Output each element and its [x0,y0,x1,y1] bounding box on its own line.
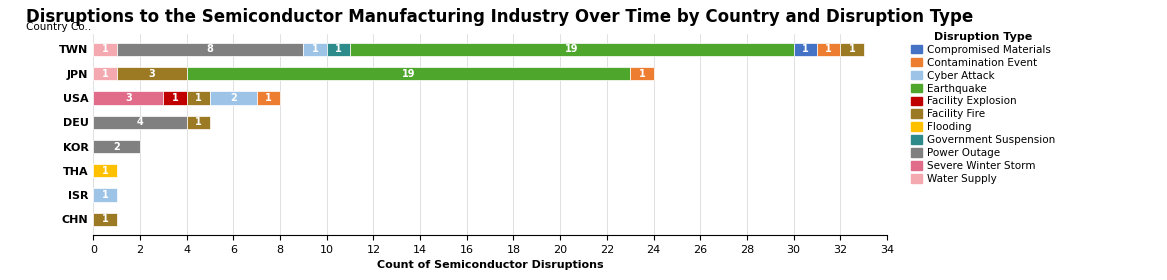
Bar [187,67,630,80]
Text: Country Co..: Country Co.. [26,22,91,32]
Text: 1: 1 [848,45,855,54]
Text: 1: 1 [102,69,109,79]
Bar [840,43,864,56]
Bar [117,43,303,56]
Text: 1: 1 [102,45,109,54]
Text: Disruptions to the Semiconductor Manufacturing Industry Over Time by Country and: Disruptions to the Semiconductor Manufac… [26,8,973,27]
X-axis label: Count of Semiconductor Disruptions: Count of Semiconductor Disruptions [377,260,603,270]
Text: 8: 8 [207,45,214,54]
Text: 2: 2 [230,93,237,103]
Text: 1: 1 [172,93,179,103]
Bar [93,188,117,202]
Bar [350,43,794,56]
Text: 1: 1 [335,45,342,54]
Bar [303,43,327,56]
Bar [817,43,840,56]
Legend: Compromised Materials, Contamination Event, Cyber Attack, Earthquake, Facility E: Compromised Materials, Contamination Eve… [908,29,1058,187]
Bar [93,140,140,153]
Bar [794,43,817,56]
Bar [327,43,350,56]
Bar [257,91,280,105]
Bar [210,91,257,105]
Text: 1: 1 [312,45,319,54]
Bar [93,213,117,226]
Bar [93,164,117,178]
Text: 1: 1 [265,93,272,103]
Text: 1: 1 [638,69,645,79]
Text: 1: 1 [102,166,109,176]
Text: 1: 1 [825,45,832,54]
Bar [187,91,210,105]
Bar [630,67,654,80]
Text: 3: 3 [148,69,155,79]
Bar [93,67,117,80]
Bar [117,67,187,80]
Text: 4: 4 [137,117,144,127]
Bar [93,43,117,56]
Bar [93,91,163,105]
Text: 1: 1 [102,214,109,224]
Bar [163,91,187,105]
Text: 2: 2 [113,141,120,151]
Text: 1: 1 [195,93,202,103]
Text: 3: 3 [125,93,132,103]
Text: 1: 1 [102,190,109,200]
Text: 19: 19 [565,45,579,54]
Bar [187,116,210,129]
Text: 19: 19 [401,69,415,79]
Bar [93,116,187,129]
Text: 1: 1 [195,117,202,127]
Text: 1: 1 [802,45,809,54]
